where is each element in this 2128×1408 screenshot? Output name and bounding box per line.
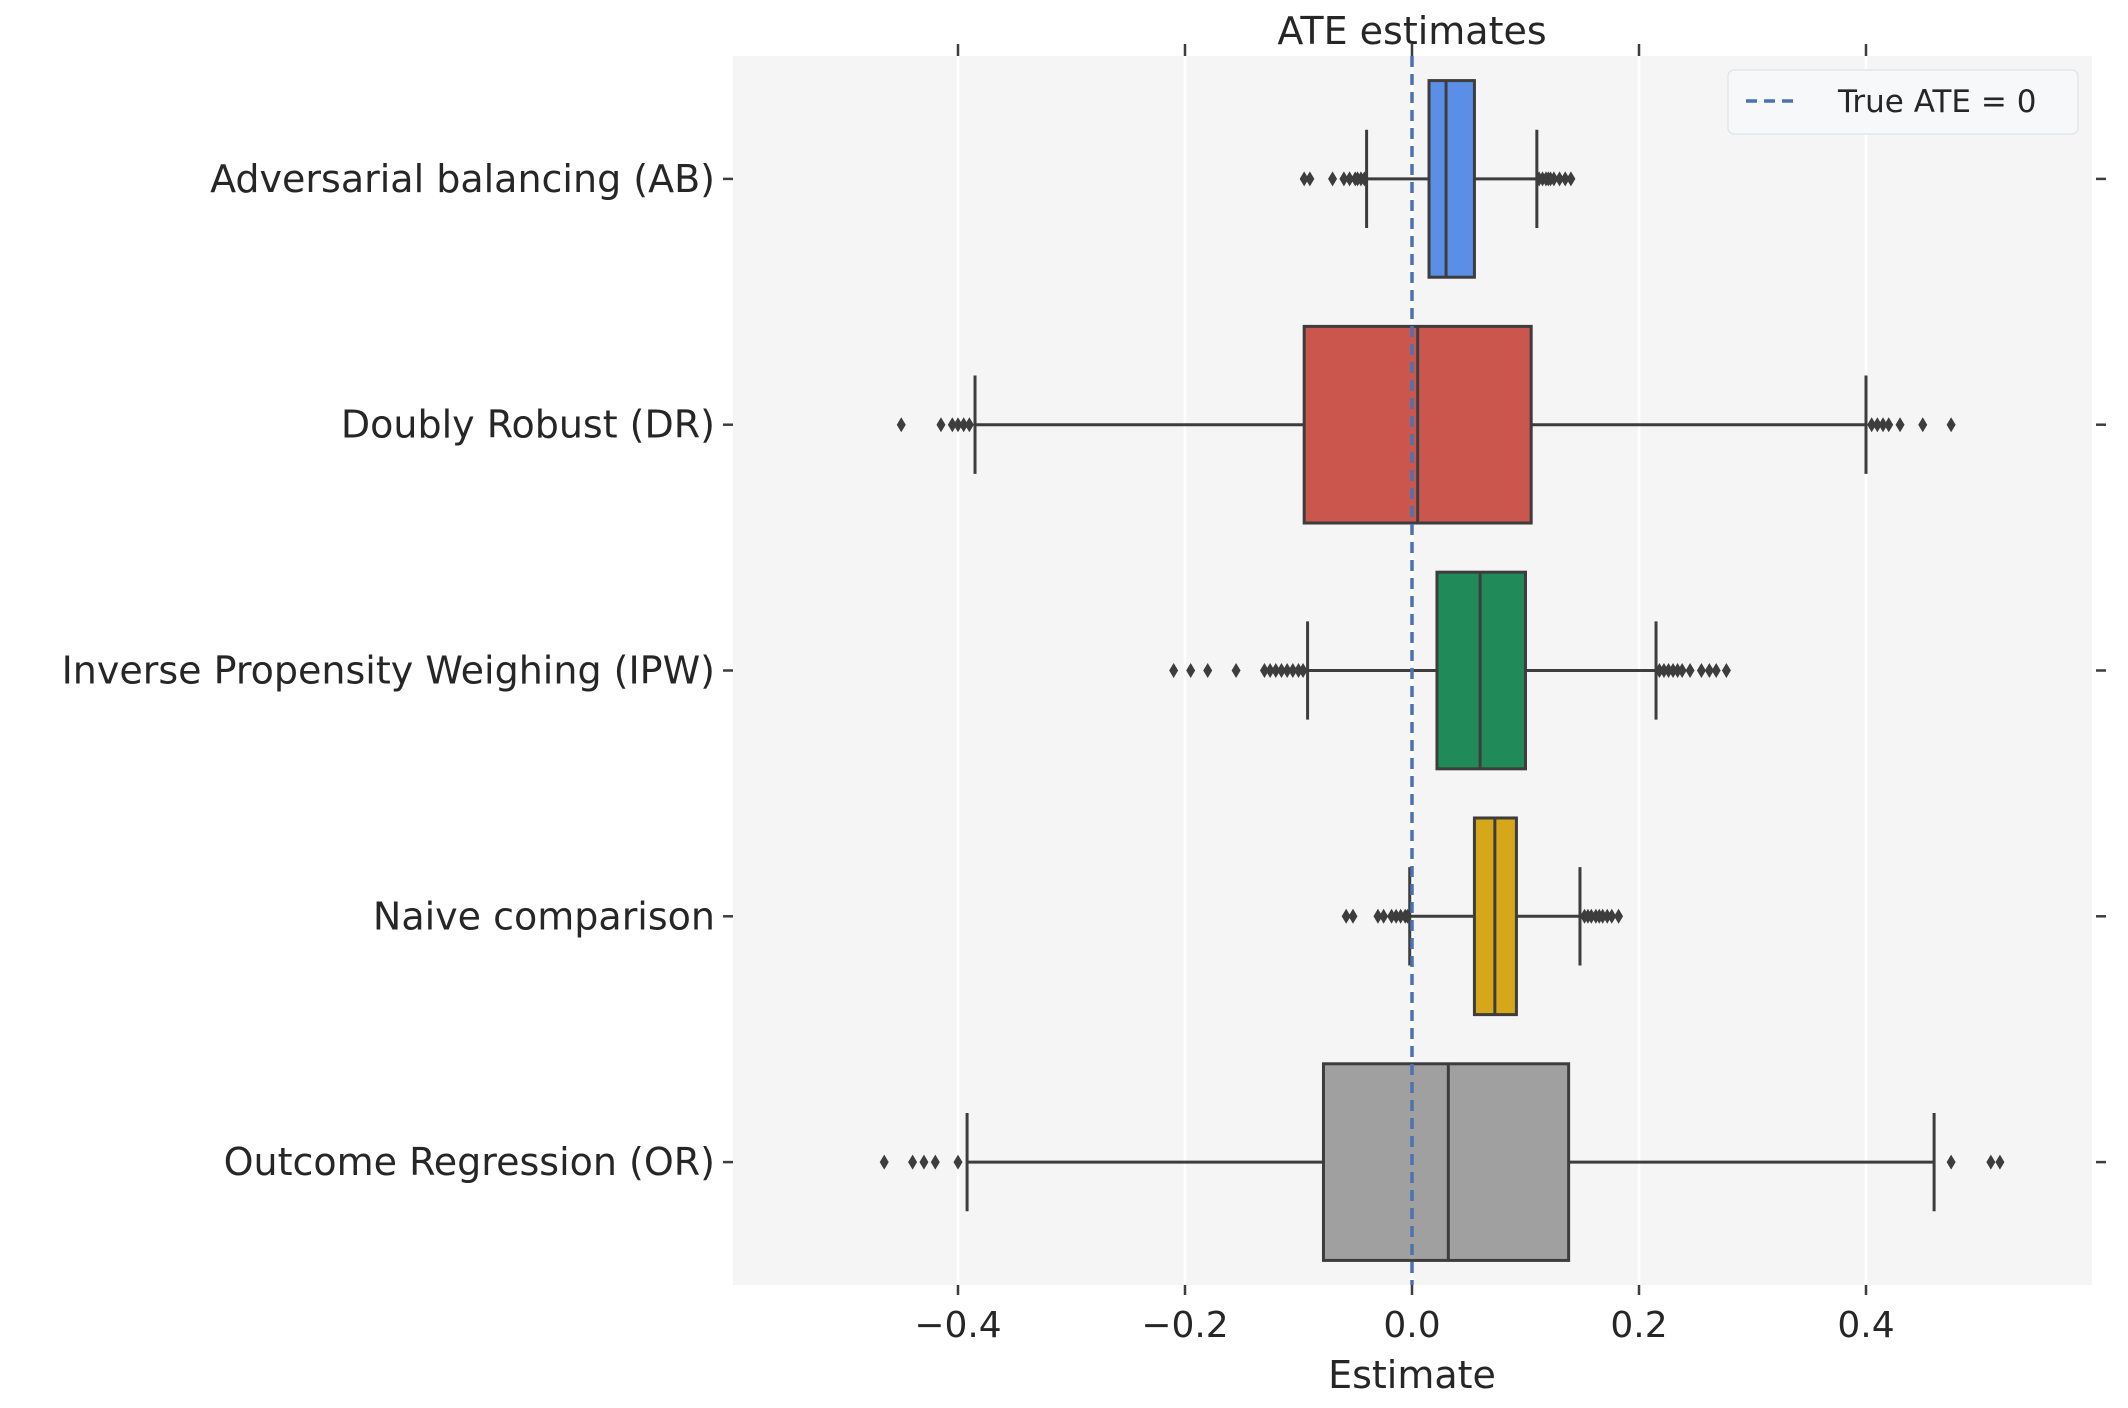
outlier-point [1186, 663, 1196, 678]
outlier-point [1946, 417, 1956, 433]
outlier-point [1614, 908, 1624, 924]
box-series-2 [1169, 570, 1731, 771]
outlier-point [947, 417, 957, 433]
outlier-point [1391, 908, 1401, 924]
x-tick-label: 0.4 [1837, 1305, 1894, 1346]
outlier-point [964, 417, 974, 433]
outlier-point [1282, 663, 1292, 678]
outlier-point [1677, 663, 1687, 678]
outlier-point [1711, 663, 1721, 678]
outlier-point [1721, 663, 1731, 678]
legend-box [1727, 69, 2079, 135]
axes: −0.4 −0.2 0.0 0.2 0.4 Adversarial balancing (… [62, 44, 2106, 1346]
outlier-point [1359, 171, 1369, 187]
outlier-point [1895, 417, 1905, 433]
outlier-point [1685, 663, 1695, 678]
legend-label: True ATE = 0 [1837, 84, 2036, 120]
outlier-point [1918, 417, 1928, 433]
outlier-point [1339, 171, 1349, 187]
outlier-point [953, 1154, 963, 1170]
outlier-point [1673, 663, 1683, 678]
outlier-point [1341, 908, 1351, 924]
outlier-point [1946, 1154, 1956, 1170]
outlier-point [1872, 417, 1882, 433]
outlier-point [1668, 663, 1678, 678]
x-tick-label: −0.4 [914, 1305, 1001, 1346]
outlier-point [959, 417, 969, 433]
outlier-point [1299, 171, 1309, 187]
outlier-point [1328, 171, 1338, 187]
outlier-point [1373, 908, 1383, 924]
outlier-point [1276, 663, 1286, 678]
outlier-point [1288, 663, 1298, 678]
outlier-point [1986, 1154, 1996, 1170]
outlier-point [1231, 663, 1241, 678]
outlier-point [879, 1154, 889, 1170]
outlier-point [908, 1154, 918, 1170]
box-series-3 [1341, 816, 1624, 1017]
outlier-point [1566, 171, 1576, 187]
iqr-box [1427, 79, 1476, 279]
outlier-point [1345, 171, 1355, 187]
outlier-point [1659, 663, 1669, 678]
outlier-point [1555, 171, 1565, 187]
x-tick-label: 0.0 [1383, 1305, 1440, 1346]
x-axis-label: Estimate [1328, 1353, 1496, 1397]
outlier-point [1884, 417, 1894, 433]
outlier-point [1654, 663, 1664, 678]
outlier-point [1696, 663, 1706, 678]
outlier-point [1379, 908, 1389, 924]
box-series-4 [879, 1062, 2005, 1262]
outlier-point [1298, 663, 1308, 678]
outlier-point [936, 417, 946, 433]
outlier-point [1560, 171, 1570, 187]
box-series-0 [1299, 79, 1576, 279]
legend: True ATE = 0 [1727, 69, 2079, 135]
outlier-point [1704, 663, 1714, 678]
category-label: Doubly Robust (DR) [341, 403, 715, 447]
x-tick-label: −0.2 [1141, 1305, 1228, 1346]
outlier-point [953, 417, 963, 433]
outlier-point [919, 1154, 929, 1170]
outlier-point [1169, 663, 1179, 678]
iqr-box [1321, 1062, 1571, 1262]
outlier-point [1271, 663, 1281, 678]
outlier-point [1387, 908, 1397, 924]
outlier-point [1259, 663, 1269, 678]
category-label: Outcome Regression (OR) [224, 1140, 715, 1184]
outlier-point [1995, 1154, 2005, 1170]
outlier-point [1867, 417, 1877, 433]
category-label: Inverse Propensity Weighing (IPW) [62, 649, 715, 693]
category-label: Adversarial balancing (AB) [210, 157, 715, 201]
outlier-point [1396, 908, 1406, 924]
outlier-point [1305, 171, 1315, 187]
outlier-point [930, 1154, 940, 1170]
outlier-point [1348, 908, 1358, 924]
box-group [879, 79, 2005, 1262]
outlier-point [1607, 908, 1617, 924]
outlier-point [1664, 663, 1674, 678]
category-label: Naive comparison [373, 894, 715, 938]
outlier-point [1549, 171, 1559, 187]
outlier-point [1203, 663, 1213, 678]
outlier-point [1586, 908, 1596, 924]
x-tick-label: 0.2 [1610, 1305, 1667, 1346]
outlier-point [896, 417, 906, 433]
chart-title: ATE estimates [1277, 9, 1546, 53]
outlier-point [1294, 663, 1303, 678]
outlier-point [1265, 663, 1275, 678]
outlier-point [1402, 908, 1412, 924]
outlier-point [1878, 417, 1888, 433]
outlier-point [1602, 908, 1612, 924]
outlier-point [1598, 908, 1608, 924]
box-series-1 [896, 324, 1956, 525]
